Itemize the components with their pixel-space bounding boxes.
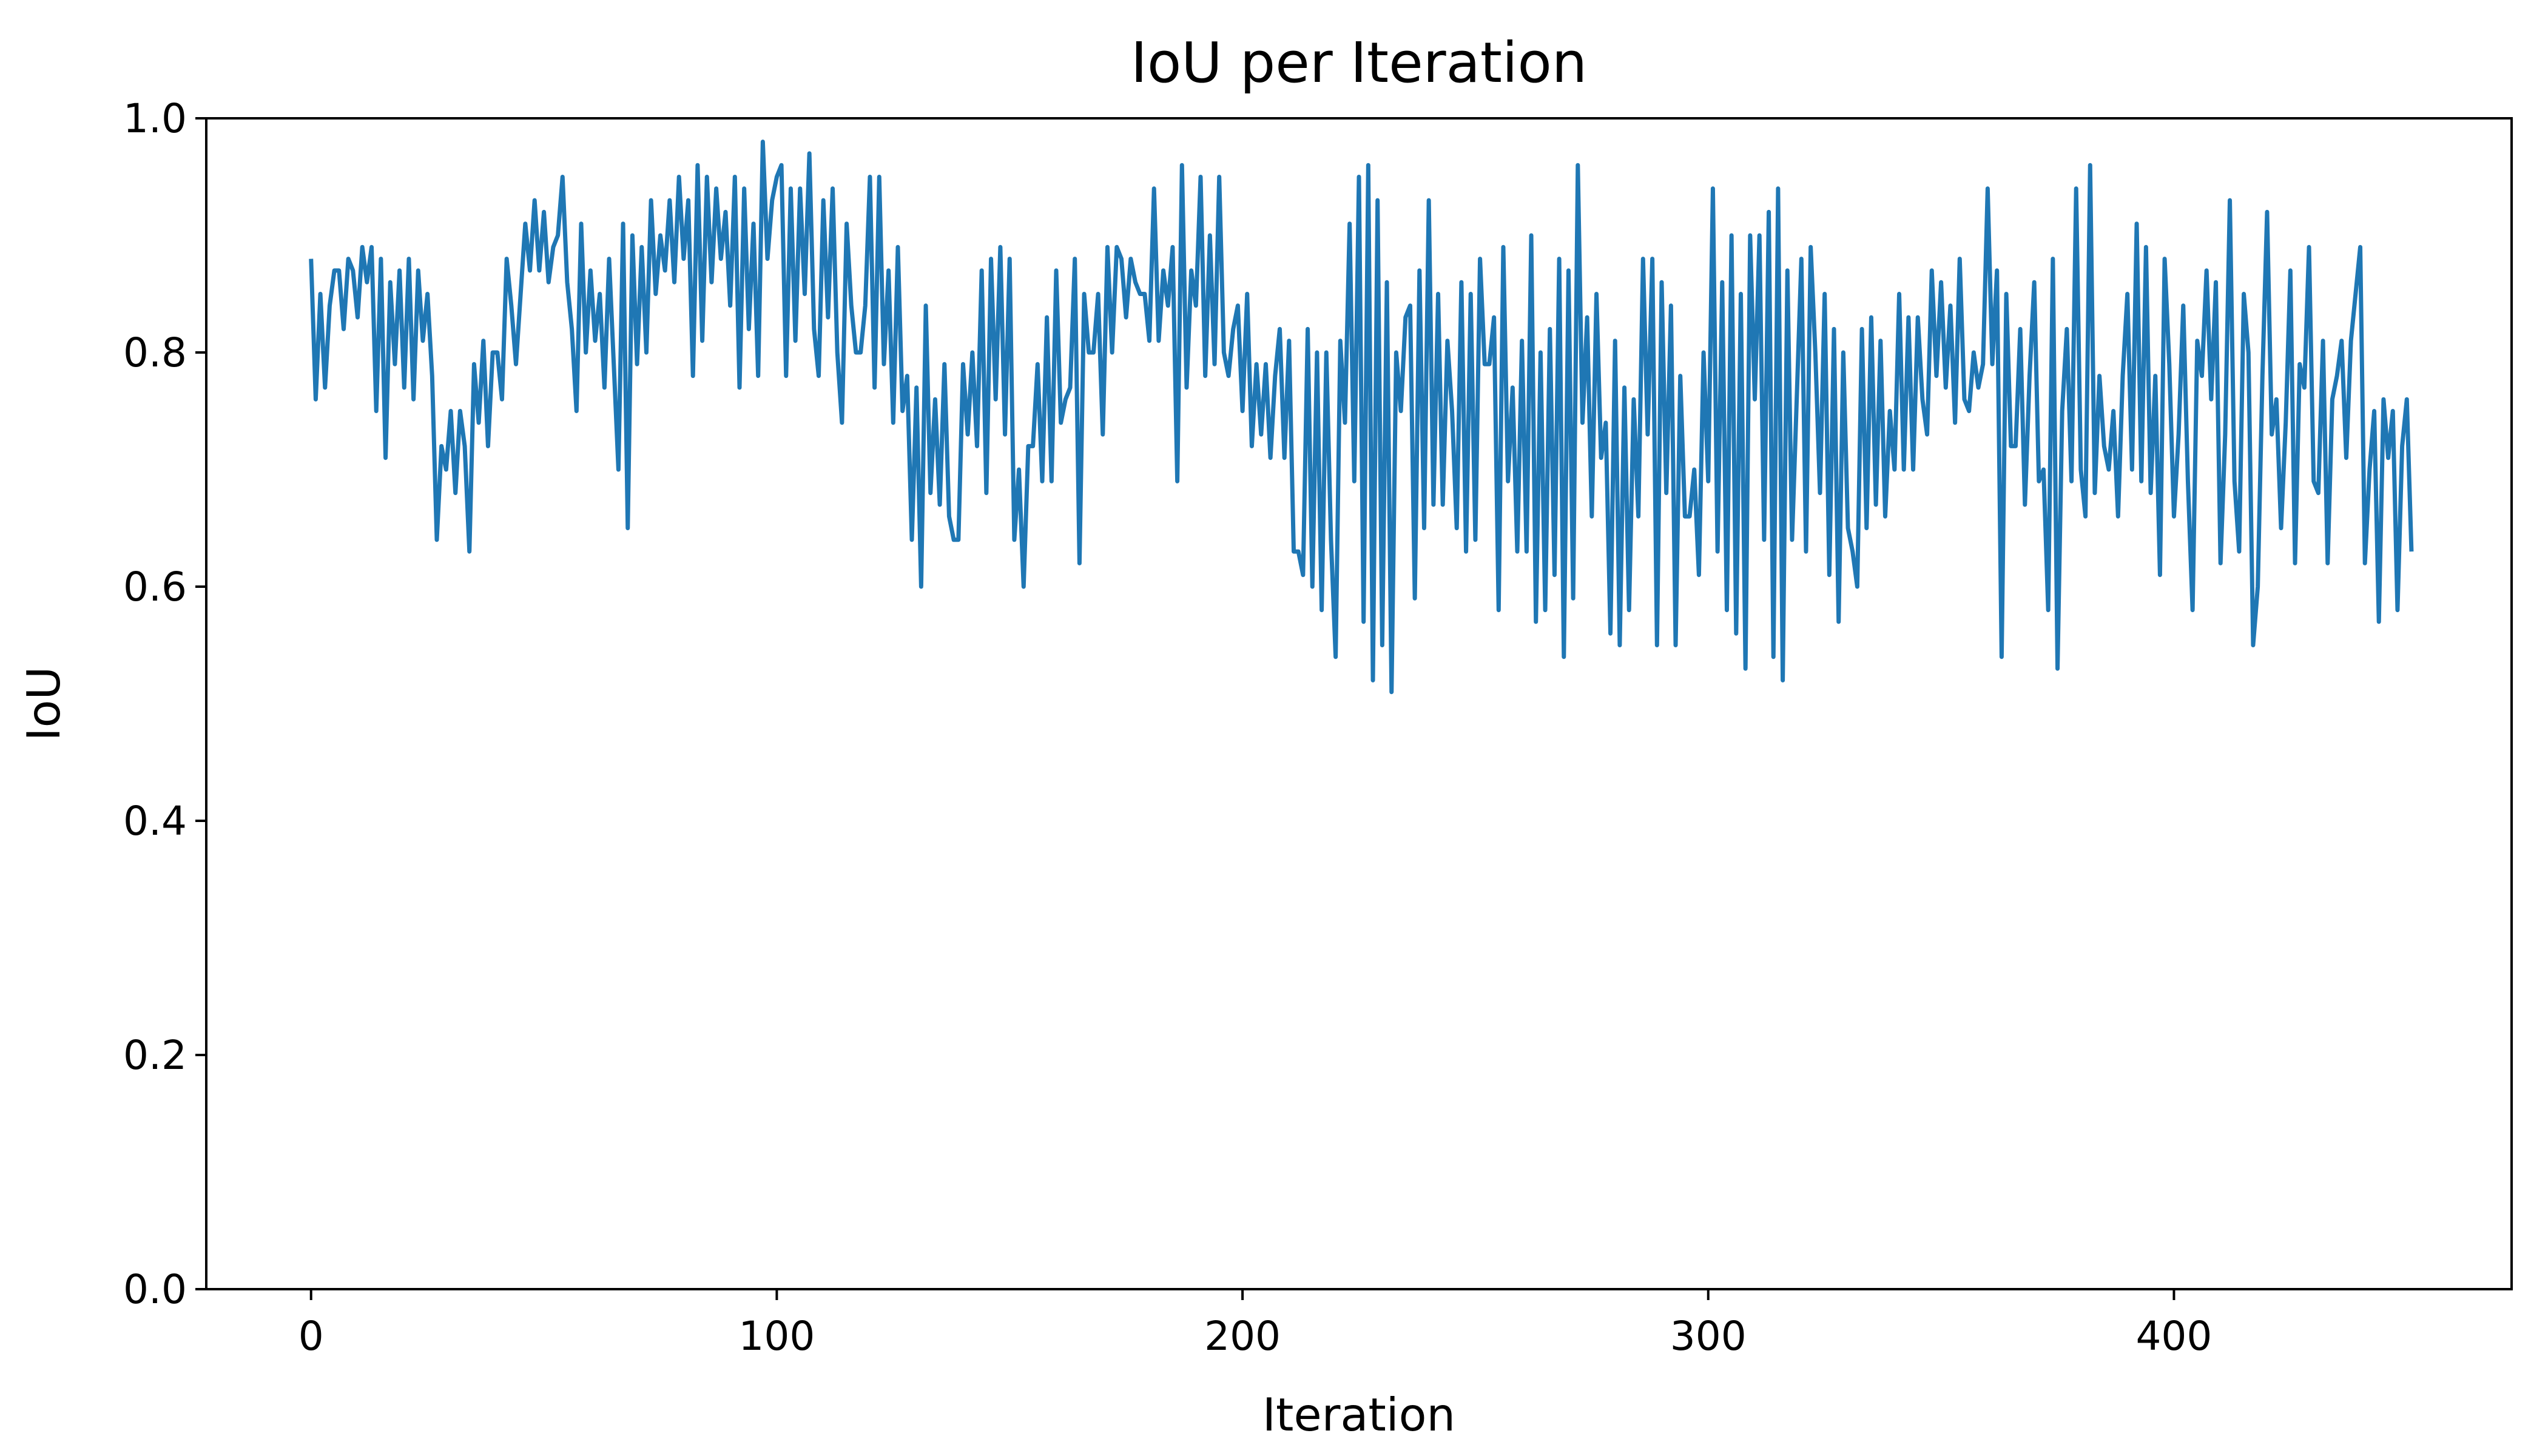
series-line-1 — [309, 140, 2414, 695]
x-tick-label: 100 — [738, 1313, 815, 1360]
x-tick-label: 0 — [298, 1313, 324, 1360]
y-tick-label: 0.0 — [123, 1266, 187, 1313]
y-axis-title: IoU — [17, 667, 70, 741]
y-tick-label: 0.6 — [123, 564, 187, 610]
x-tick-label: 300 — [1670, 1313, 1747, 1360]
y-tick-label: 0.8 — [123, 329, 187, 376]
x-axis: 0 100 200 300 400 — [298, 1289, 2212, 1360]
y-tick-label: 0.2 — [123, 1032, 187, 1079]
axes-frame — [205, 117, 2513, 1290]
y-axis: 0.0 0.2 0.4 0.6 0.8 1.0 — [123, 95, 206, 1313]
y-tick-label: 0.4 — [123, 798, 187, 844]
plot-area — [309, 140, 2414, 695]
y-tick-label: 1.0 — [123, 95, 187, 142]
x-tick-label: 400 — [2135, 1313, 2212, 1360]
chart-title: IoU per Iteration — [1131, 30, 1587, 95]
x-axis-title: Iteration — [1262, 1388, 1455, 1441]
x-tick-label: 200 — [1204, 1313, 1281, 1360]
